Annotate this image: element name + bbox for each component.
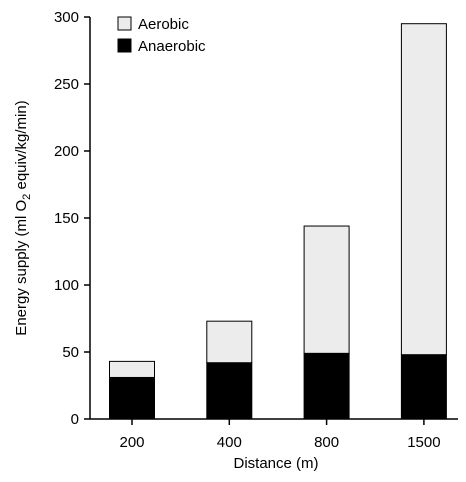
bar-anaerobic-400 xyxy=(206,362,253,420)
y-ticks-group: 0 50 100 150 200 250 300 xyxy=(54,9,90,428)
y-tick-label: 300 xyxy=(54,9,79,26)
bar-aerobic-800 xyxy=(303,225,350,354)
bar-aerobic-1500 xyxy=(400,23,447,356)
bar-anaerobic-200 xyxy=(109,376,155,420)
y-tick-label: 200 xyxy=(54,143,79,160)
x-tick-label: 200 xyxy=(119,434,144,451)
x-ticks-group: 200 400 800 1500 xyxy=(119,419,441,451)
y-tick-label: 0 xyxy=(71,411,79,428)
y-tick-label: 100 xyxy=(54,277,79,294)
x-tick-label: 800 xyxy=(314,434,339,451)
bar-anaerobic-1500 xyxy=(400,354,447,420)
y-tick-label: 150 xyxy=(54,210,79,227)
y-axis-label-main: Energy supply (ml O xyxy=(13,200,30,336)
y-axis-label: Energy supply (ml O2 equiv/kg/min) xyxy=(13,100,33,335)
legend-swatch-anaerobic xyxy=(117,38,132,53)
legend-swatch-aerobic xyxy=(117,16,132,31)
y-tick-label: 50 xyxy=(62,344,79,361)
x-tick-label: 400 xyxy=(217,434,242,451)
bars-group xyxy=(109,23,447,420)
legend: Aerobic Anaerobic xyxy=(117,16,206,55)
legend-label-anaerobic: Anaerobic xyxy=(138,38,206,55)
legend-label-aerobic: Aerobic xyxy=(138,16,189,33)
y-tick-label: 250 xyxy=(54,76,79,93)
x-axis-label: Distance (m) xyxy=(233,455,318,472)
bar-anaerobic-800 xyxy=(303,352,350,420)
bar-aerobic-400 xyxy=(206,320,253,364)
x-tick-label: 1500 xyxy=(407,434,440,451)
y-axis-label-rest: equiv/kg/min) xyxy=(13,100,30,193)
y-axis-label-subscript: 2 xyxy=(21,194,33,200)
bar-aerobic-200 xyxy=(109,360,155,378)
